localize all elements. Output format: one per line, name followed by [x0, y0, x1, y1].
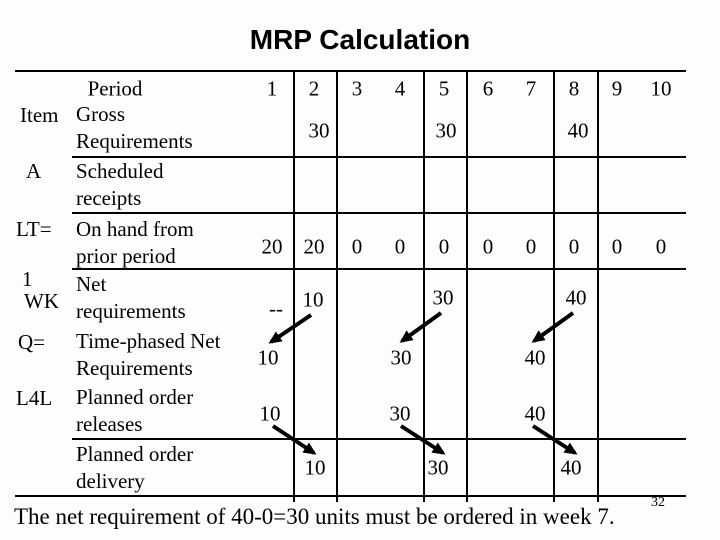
col-divider-2-3 — [336, 70, 338, 502]
cell-releases-p7: 40 — [524, 401, 546, 426]
cell-releases-p1: 10 — [259, 401, 281, 426]
left-label-lt: LT= — [16, 217, 52, 241]
table-bottom-border — [15, 495, 686, 497]
left-label-q-value: L4L — [16, 386, 53, 410]
cell-onhand-p3: 0 — [351, 234, 363, 259]
cell-onhand-p4: 0 — [394, 234, 406, 259]
cell-delivery-p2: 10 — [304, 455, 326, 480]
cell-net-p8: 40 — [565, 285, 587, 310]
period-header-2: 2 — [308, 76, 320, 101]
col-divider-1-2 — [293, 70, 295, 502]
period-header-10: 10 — [650, 76, 672, 101]
row-label-planned-order-delivery: Planned order delivery — [76, 442, 194, 493]
col-divider-4-5 — [423, 70, 425, 502]
period-header-8: 8 — [568, 76, 580, 101]
period-header-9: 9 — [611, 76, 623, 101]
cell-delivery-p8: 40 — [560, 455, 582, 480]
cell-timephased-p7: 40 — [524, 345, 546, 370]
cell-timephased-p1: 10 — [257, 345, 279, 370]
cell-timephased-p4: 30 — [390, 345, 412, 370]
lead-time-arrow-icon-p5-to-p4 — [399, 311, 443, 343]
left-label-q: Q= — [18, 330, 46, 354]
cell-onhand-p9: 0 — [611, 234, 623, 259]
col-divider-5-6 — [466, 70, 468, 502]
slide-title: MRP Calculation — [249, 24, 471, 55]
cell-onhand-p5: 0 — [438, 234, 450, 259]
cell-onhand-p10: 0 — [655, 234, 667, 259]
cell-onhand-p1: 20 — [261, 234, 283, 259]
row-divider-gross — [72, 156, 686, 158]
period-header-1: 1 — [266, 76, 278, 101]
period-header-7: 7 — [525, 76, 537, 101]
cell-net-p2: 10 — [302, 287, 324, 312]
left-label-item: Item — [20, 103, 59, 127]
col-divider-7-8 — [553, 70, 555, 502]
period-header-5: 5 — [438, 76, 450, 101]
left-label-item-a: A — [26, 159, 42, 183]
row-label-planned-order-releases: Planned order releases — [76, 385, 194, 436]
footer-note: The net requirement of 40-0=30 units mus… — [14, 504, 615, 529]
row-label-gross-requirements: Gross Requirements — [76, 102, 193, 153]
cell-gross-p8: 40 — [567, 118, 589, 143]
row-divider-scheduled — [72, 212, 686, 214]
cell-releases-p4: 30 — [389, 401, 411, 426]
row-divider-onhand — [72, 268, 686, 270]
cell-onhand-p2: 20 — [303, 234, 325, 259]
period-header-label: Period — [87, 76, 143, 101]
period-header-3: 3 — [351, 76, 363, 101]
cell-net-p1: -- — [269, 296, 283, 321]
row-divider-releases — [72, 438, 686, 440]
cell-gross-p2: 30 — [308, 118, 330, 143]
row-label-scheduled-receipts: Scheduled receipts — [76, 159, 164, 210]
cell-net-p5: 30 — [432, 285, 454, 310]
period-header-6: 6 — [482, 76, 494, 101]
row-label-net-requirements: Net requirements — [76, 272, 186, 323]
table-top-border — [15, 70, 686, 72]
row-label-on-hand: On hand from prior period — [76, 217, 194, 268]
cell-onhand-p6: 0 — [482, 234, 494, 259]
col-divider-8-9 — [597, 70, 599, 502]
left-label-lt-value: 1 — [22, 267, 33, 291]
cell-gross-p5: 30 — [435, 118, 457, 143]
page-number: 32 — [651, 495, 665, 510]
period-header-4: 4 — [394, 76, 406, 101]
cell-onhand-p8: 0 — [568, 234, 580, 259]
cell-onhand-p7: 0 — [525, 234, 537, 259]
cell-delivery-p5: 30 — [427, 455, 449, 480]
row-label-time-phased: Time-phased Net Requirements — [76, 329, 221, 380]
left-label-lt-unit: WK — [24, 289, 59, 313]
